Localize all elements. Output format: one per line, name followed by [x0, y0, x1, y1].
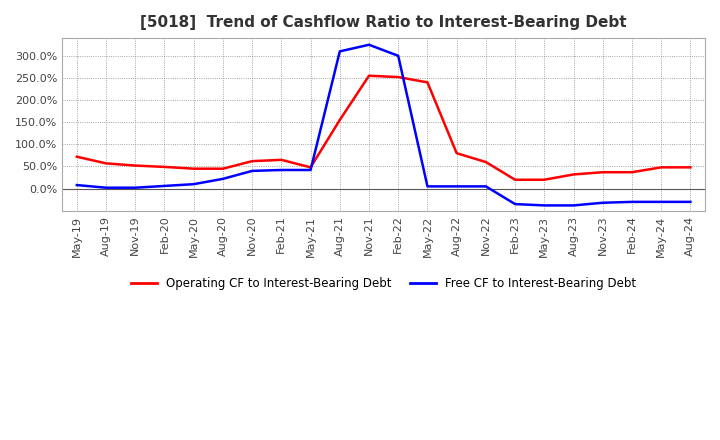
Title: [5018]  Trend of Cashflow Ratio to Interest-Bearing Debt: [5018] Trend of Cashflow Ratio to Intere… — [140, 15, 627, 30]
Legend: Operating CF to Interest-Bearing Debt, Free CF to Interest-Bearing Debt: Operating CF to Interest-Bearing Debt, F… — [126, 272, 641, 295]
